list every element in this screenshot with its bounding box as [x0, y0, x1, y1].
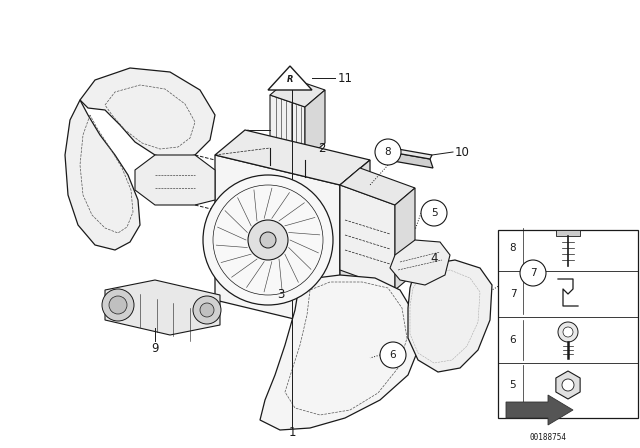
Polygon shape	[260, 275, 420, 430]
Text: 5: 5	[509, 380, 516, 390]
Circle shape	[375, 139, 401, 165]
Polygon shape	[390, 148, 432, 159]
Circle shape	[260, 232, 276, 248]
Polygon shape	[270, 95, 305, 160]
Polygon shape	[215, 155, 340, 330]
Text: 10: 10	[455, 146, 470, 159]
Circle shape	[421, 200, 447, 226]
Bar	[498, 230, 638, 418]
Polygon shape	[340, 185, 395, 290]
Polygon shape	[135, 155, 215, 205]
Text: 6: 6	[509, 335, 516, 345]
Circle shape	[200, 303, 214, 317]
Circle shape	[558, 322, 578, 342]
Polygon shape	[105, 280, 220, 335]
Polygon shape	[268, 66, 312, 90]
Polygon shape	[340, 168, 415, 205]
Polygon shape	[80, 68, 215, 160]
Text: 7: 7	[509, 289, 516, 299]
Circle shape	[562, 379, 574, 391]
Text: 6: 6	[390, 350, 396, 360]
Polygon shape	[305, 90, 325, 160]
Polygon shape	[408, 260, 492, 372]
Circle shape	[248, 220, 288, 260]
Circle shape	[563, 327, 573, 337]
Circle shape	[109, 296, 127, 314]
Text: 11: 11	[338, 72, 353, 85]
Text: 3: 3	[278, 289, 285, 302]
Circle shape	[520, 260, 546, 286]
Polygon shape	[270, 78, 325, 107]
Text: R: R	[287, 76, 293, 85]
Text: 8: 8	[385, 147, 391, 157]
Polygon shape	[390, 152, 433, 168]
Polygon shape	[506, 395, 573, 425]
Text: 4: 4	[430, 251, 438, 264]
Text: 7: 7	[530, 268, 536, 278]
Text: 2: 2	[318, 142, 326, 155]
Text: 8: 8	[509, 243, 516, 253]
Polygon shape	[340, 160, 370, 330]
Polygon shape	[390, 240, 450, 285]
Text: 1: 1	[288, 426, 296, 439]
Bar	[556, 230, 580, 236]
Circle shape	[102, 289, 134, 321]
Text: 9: 9	[151, 341, 159, 354]
Text: 00188754: 00188754	[529, 434, 566, 443]
Polygon shape	[556, 371, 580, 399]
Circle shape	[380, 342, 406, 368]
Circle shape	[193, 296, 221, 324]
Text: 5: 5	[431, 208, 437, 218]
Polygon shape	[65, 100, 140, 250]
Polygon shape	[395, 188, 415, 290]
Polygon shape	[215, 130, 370, 185]
Circle shape	[203, 175, 333, 305]
